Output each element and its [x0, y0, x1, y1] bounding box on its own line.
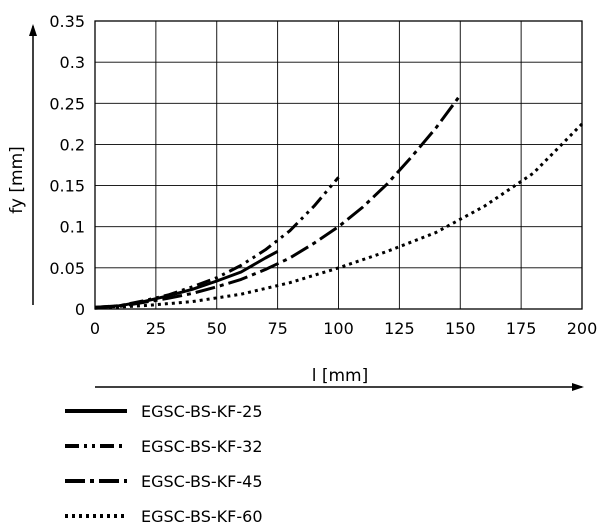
- y-tick-label: 0.2: [60, 135, 85, 154]
- grid: [94, 20, 583, 310]
- data-series: [94, 94, 584, 310]
- y-tick-label: 0: [75, 300, 85, 319]
- legend: EGSC-BS-KF-25 EGSC-BS-KF-32 EGSC-BS-KF-45 E…: [65, 402, 263, 522]
- x-tick-label: 200: [567, 319, 598, 338]
- x-tick-label: 125: [384, 319, 415, 338]
- legend-label: EGSC-BS-KF-45: [141, 472, 263, 491]
- x-tick-label: 0: [90, 319, 100, 338]
- tick-labels: 0 25 50 75 100 125 150 175 200 0 0.05 0.1 0.15 0.2 0.2…: [49, 12, 597, 338]
- y-tick-label: 0.15: [49, 177, 85, 196]
- x-tick-label: 25: [146, 319, 166, 338]
- y-tick-label: 0.1: [60, 218, 85, 237]
- x-tick-label: 175: [506, 319, 537, 338]
- x-axis-title: l [mm]: [312, 366, 369, 386]
- y-axis-title: fy [mm]: [7, 146, 27, 214]
- x-tick-label: 150: [445, 319, 476, 338]
- legend-label: EGSC-BS-KF-25: [141, 402, 263, 421]
- y-tick-label: 0.05: [49, 259, 85, 278]
- y-tick-label: 0.25: [49, 94, 85, 113]
- legend-label: EGSC-BS-KF-60: [141, 507, 263, 522]
- series-line: [94, 94, 462, 309]
- x-tick-label: 75: [267, 319, 287, 338]
- y-tick-label: 0.35: [49, 12, 85, 31]
- series-line: [94, 122, 584, 310]
- y-tick-label: 0.3: [60, 53, 85, 72]
- series-line: [94, 250, 279, 309]
- x-tick-label: 50: [207, 319, 227, 338]
- legend-label: EGSC-BS-KF-32: [141, 437, 263, 456]
- x-tick-label: 100: [323, 319, 354, 338]
